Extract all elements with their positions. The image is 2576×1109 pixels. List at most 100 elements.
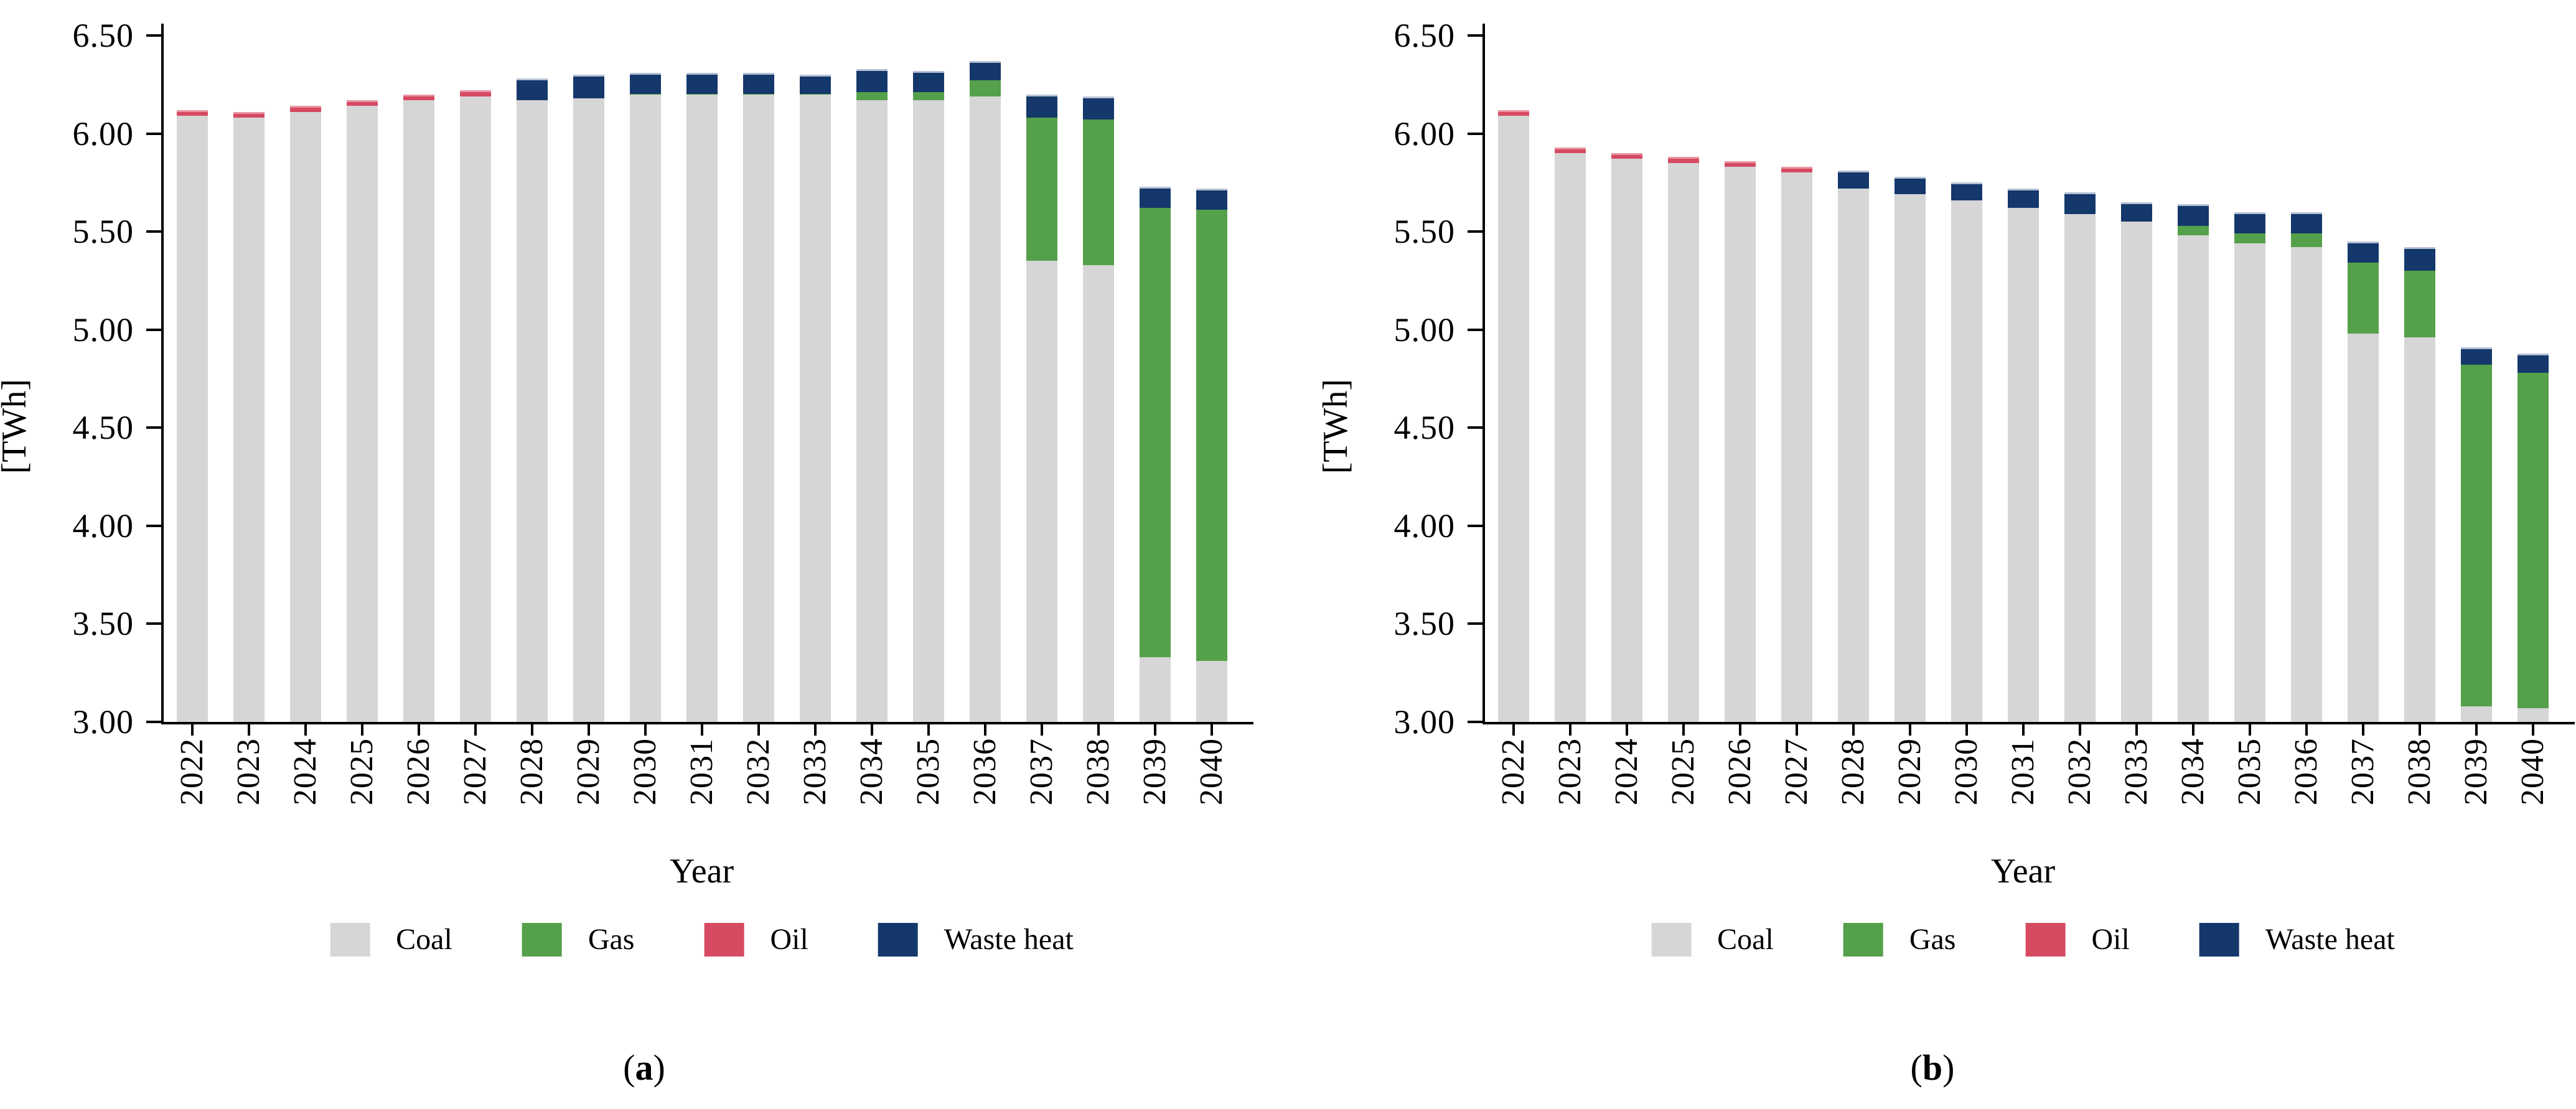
x-tick-label-2035: 2035 <box>910 738 946 805</box>
x-tick-label-2023: 2023 <box>1552 738 1588 805</box>
caption-open-paren: ( <box>1910 1047 1923 1088</box>
legend-item-oil: Oil <box>704 922 808 957</box>
x-tick-mark <box>1040 724 1043 736</box>
legend-label-coal: Coal <box>396 923 452 956</box>
x-tick-mark <box>2361 724 2364 736</box>
chart-panel-b: 6.50 6.00 5.50 5.00 4.50 4.00 3.50 3.00 2022 2023… <box>1288 0 2576 1109</box>
x-axis-title: Year <box>1990 852 2056 891</box>
x-tick-label-2027: 2027 <box>457 738 493 805</box>
y-tick-label: 6.50 <box>72 17 134 54</box>
x-tick-mark <box>530 724 533 736</box>
bar-segment-oil-2025 <box>1667 157 1699 163</box>
caption-letter: b <box>1922 1047 1943 1088</box>
y-tick-label: 6.50 <box>1393 17 1455 54</box>
x-tick-label-2030: 2030 <box>627 738 663 805</box>
x-tick-label-2026: 2026 <box>1721 738 1758 805</box>
legend-label-waste_heat: Waste heat <box>2265 923 2395 956</box>
y-tick-mark <box>1468 622 1482 625</box>
x-tick-label-2036: 2036 <box>2288 738 2324 805</box>
bar-segment-coal-2036 <box>2290 247 2322 722</box>
bar-segment-gas-2039 <box>2460 363 2492 706</box>
bar-segment-coal-2022 <box>176 114 208 722</box>
y-tick-mark <box>1468 524 1482 527</box>
x-tick-label-2022: 2022 <box>1495 738 1531 805</box>
x-tick-mark <box>1852 724 1855 736</box>
x-tick-label-2029: 2029 <box>1891 738 1927 805</box>
y-tick-mark <box>1468 721 1482 723</box>
x-tick-mark <box>1965 724 1968 736</box>
bar-segment-waste_heat-2035 <box>2234 212 2265 234</box>
caption-open-paren: ( <box>623 1047 635 1088</box>
bar-segment-coal-2029 <box>573 98 604 722</box>
x-tick-mark <box>870 724 873 736</box>
x-tick-mark <box>304 724 307 736</box>
bar-segment-oil-2026 <box>1724 161 1756 167</box>
x-tick-mark <box>417 724 420 736</box>
legend-item-coal: Coal <box>330 922 452 957</box>
x-tick-mark <box>2305 724 2308 736</box>
bar-segment-coal-2030 <box>1951 200 1982 722</box>
y-axis-spine <box>161 24 164 724</box>
legend-label-coal: Coal <box>1717 923 1774 956</box>
x-tick-mark <box>2078 724 2081 736</box>
chart-panel-a: 6.50 6.00 5.50 5.00 4.50 4.00 3.50 3.00 2022 2023… <box>0 17 1253 1088</box>
y-tick-label: 3.50 <box>72 605 134 643</box>
x-tick-label-2040: 2040 <box>2514 738 2550 805</box>
bar-segment-gas-2035 <box>2234 232 2265 244</box>
plot-area-b: 6.50 6.00 5.50 5.00 4.50 4.00 3.50 3.00 2022 2023… <box>1288 0 2576 1109</box>
y-axis-spine <box>1482 24 1485 724</box>
x-tick-label-2025: 2025 <box>1665 738 1701 805</box>
bar-segment-coal-2026 <box>1724 164 1756 722</box>
y-axis-title: [TWh] <box>1316 378 1355 474</box>
x-tick-label-2029: 2029 <box>570 738 606 805</box>
bar-segment-coal-2028 <box>1837 188 1869 722</box>
y-tick-label: 5.50 <box>1393 213 1455 251</box>
bar-segment-gas-2038 <box>1082 118 1114 265</box>
x-tick-mark <box>2191 724 2194 736</box>
bar-segment-coal-2039 <box>1139 657 1171 722</box>
bar-segment-waste_heat-2032 <box>742 72 774 95</box>
x-tick-label-2033: 2033 <box>2118 738 2154 805</box>
x-tick-mark <box>2531 724 2534 736</box>
bar-segment-coal-2040 <box>1196 661 1227 722</box>
y-tick-mark <box>146 622 161 625</box>
bar-segment-waste_heat-2030 <box>1951 182 1982 200</box>
x-tick-label-2027: 2027 <box>1778 738 1814 805</box>
y-tick-label: 3.00 <box>1393 703 1455 741</box>
bar-segment-waste_heat-2039 <box>1139 186 1171 208</box>
x-tick-mark <box>1512 724 1515 736</box>
bar-segment-oil-2025 <box>346 100 378 106</box>
legend-item-waste_heat: Waste heat <box>2199 922 2395 957</box>
y-tick-mark <box>146 524 161 527</box>
y-tick-label: 3.50 <box>1393 605 1455 643</box>
x-tick-label-2039: 2039 <box>2458 738 2494 805</box>
bar-segment-waste_heat-2038 <box>2404 247 2435 271</box>
caption-close-paren: ) <box>1942 1047 1955 1088</box>
y-tick-label: 4.00 <box>72 507 134 545</box>
bar-segment-oil-2027 <box>1781 167 1812 173</box>
x-tick-mark <box>190 724 194 736</box>
bar-segment-waste_heat-2038 <box>1082 96 1114 120</box>
bar-segment-waste_heat-2033 <box>2120 202 2152 222</box>
legend-swatch-gas <box>1843 922 1883 957</box>
legend-item-gas: Gas <box>522 922 635 957</box>
x-tick-mark <box>1210 724 1213 736</box>
bar-segment-coal-2032 <box>2064 213 2096 722</box>
bar-segment-coal-2034 <box>2177 235 2209 722</box>
legend-swatch-gas <box>522 922 562 957</box>
y-tick-label: 5.00 <box>1393 311 1455 349</box>
x-tick-label-2038: 2038 <box>1080 738 1116 805</box>
y-tick-mark <box>1468 230 1482 233</box>
bar-segment-coal-2023 <box>233 116 265 722</box>
y-tick-label: 4.50 <box>1393 409 1455 447</box>
legend-swatch-coal <box>1651 922 1692 957</box>
x-tick-label-2030: 2030 <box>1948 738 1984 805</box>
legend-label-gas: Gas <box>588 923 635 956</box>
x-tick-label-2031: 2031 <box>683 738 719 805</box>
bar-segment-waste_heat-2036 <box>969 60 1001 81</box>
legend-swatch-oil <box>704 922 744 957</box>
bar-segment-coal-2030 <box>629 94 661 722</box>
bar-segment-waste_heat-2029 <box>573 75 604 98</box>
y-tick-mark <box>146 426 161 429</box>
